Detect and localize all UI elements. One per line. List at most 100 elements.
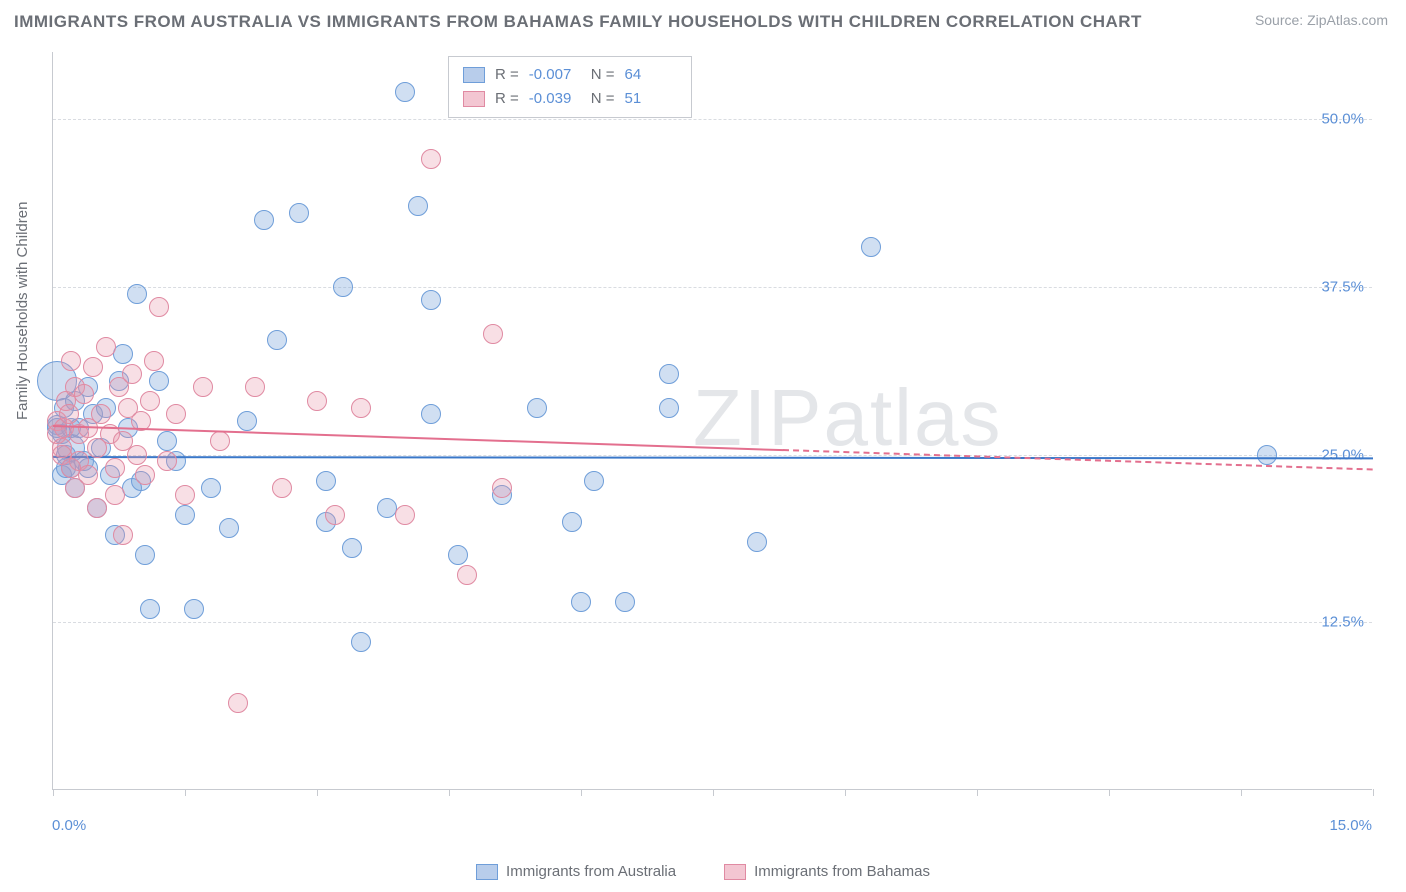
scatter-point-australia xyxy=(127,284,147,304)
x-tick-label: 15.0% xyxy=(1329,817,1372,834)
trend-line-bahamas-extension xyxy=(783,449,1373,470)
scatter-point-bahamas xyxy=(245,377,265,397)
scatter-point-bahamas xyxy=(395,505,415,525)
chart-title: IMMIGRANTS FROM AUSTRALIA VS IMMIGRANTS … xyxy=(14,12,1142,32)
scatter-point-australia xyxy=(149,371,169,391)
scatter-point-australia xyxy=(201,478,221,498)
legend-row-australia: R =-0.007N =64 xyxy=(463,63,677,87)
source-attribution: Source: ZipAtlas.com xyxy=(1255,12,1388,28)
scatter-point-bahamas xyxy=(421,149,441,169)
legend-r-value: -0.007 xyxy=(529,63,581,87)
x-tick xyxy=(449,789,450,796)
scatter-point-bahamas xyxy=(96,337,116,357)
scatter-point-australia xyxy=(184,599,204,619)
scatter-point-australia xyxy=(448,545,468,565)
scatter-point-bahamas xyxy=(87,498,107,518)
scatter-point-australia xyxy=(289,203,309,223)
scatter-point-bahamas xyxy=(325,505,345,525)
legend-n-value: 51 xyxy=(625,87,677,111)
scatter-point-bahamas xyxy=(127,445,147,465)
legend-item-bahamas: Immigrants from Bahamas xyxy=(724,863,930,880)
x-tick xyxy=(845,789,846,796)
x-tick xyxy=(581,789,582,796)
scatter-point-australia xyxy=(615,592,635,612)
scatter-point-bahamas xyxy=(135,465,155,485)
scatter-point-australia xyxy=(113,344,133,364)
legend-n-label: N = xyxy=(591,87,615,111)
x-tick xyxy=(1373,789,1374,796)
scatter-point-australia xyxy=(254,210,274,230)
scatter-point-bahamas xyxy=(59,404,79,424)
scatter-point-australia xyxy=(157,431,177,451)
scatter-point-bahamas xyxy=(61,351,81,371)
scatter-point-bahamas xyxy=(166,404,186,424)
legend-series-label: Immigrants from Bahamas xyxy=(754,863,930,880)
scatter-point-bahamas xyxy=(210,431,230,451)
legend-r-value: -0.039 xyxy=(529,87,581,111)
scatter-point-bahamas xyxy=(228,693,248,713)
y-tick-label: 12.5% xyxy=(1321,614,1364,631)
legend-swatch-icon xyxy=(476,864,498,880)
scatter-point-bahamas xyxy=(78,465,98,485)
scatter-point-australia xyxy=(1257,445,1277,465)
x-tick xyxy=(713,789,714,796)
y-tick-label: 25.0% xyxy=(1321,446,1364,463)
scatter-point-australia xyxy=(219,518,239,538)
scatter-point-australia xyxy=(527,398,547,418)
scatter-point-bahamas xyxy=(307,391,327,411)
x-tick xyxy=(1241,789,1242,796)
scatter-point-bahamas xyxy=(193,377,213,397)
legend-swatch-icon xyxy=(724,864,746,880)
scatter-point-australia xyxy=(140,599,160,619)
scatter-point-bahamas xyxy=(351,398,371,418)
scatter-point-bahamas xyxy=(74,384,94,404)
scatter-point-australia xyxy=(584,471,604,491)
scatter-point-bahamas xyxy=(105,485,125,505)
scatter-point-bahamas xyxy=(149,297,169,317)
x-tick xyxy=(977,789,978,796)
scatter-point-australia xyxy=(316,471,336,491)
scatter-point-bahamas xyxy=(140,391,160,411)
scatter-point-bahamas xyxy=(105,458,125,478)
scatter-point-australia xyxy=(237,411,257,431)
scatter-point-australia xyxy=(562,512,582,532)
series-legend: Immigrants from Australia Immigrants from… xyxy=(0,863,1406,880)
legend-r-label: R = xyxy=(495,87,519,111)
scatter-point-bahamas xyxy=(144,351,164,371)
y-tick-label: 37.5% xyxy=(1321,278,1364,295)
chart-plot-area: ZIPatlas 12.5%25.0%37.5%50.0% xyxy=(52,52,1372,790)
scatter-point-bahamas xyxy=(175,485,195,505)
scatter-point-australia xyxy=(421,290,441,310)
legend-swatch-icon xyxy=(463,91,485,107)
scatter-point-australia xyxy=(395,82,415,102)
scatter-point-australia xyxy=(861,237,881,257)
trend-line-australia xyxy=(53,456,1373,459)
scatter-point-bahamas xyxy=(91,404,111,424)
legend-n-value: 64 xyxy=(625,63,677,87)
scatter-point-australia xyxy=(659,364,679,384)
scatter-point-australia xyxy=(351,632,371,652)
scatter-point-australia xyxy=(135,545,155,565)
x-tick xyxy=(1109,789,1110,796)
legend-n-label: N = xyxy=(591,63,615,87)
correlation-legend: R = -0.007 N = 64R = -0.039 N = 51 xyxy=(448,56,692,118)
y-tick-label: 50.0% xyxy=(1321,111,1364,128)
scatter-point-bahamas xyxy=(113,525,133,545)
gridline xyxy=(53,622,1372,623)
x-tick xyxy=(53,789,54,796)
legend-swatch-icon xyxy=(463,67,485,83)
legend-row-bahamas: R = -0.039 N = 51 xyxy=(463,87,677,111)
x-tick xyxy=(317,789,318,796)
x-tick xyxy=(185,789,186,796)
scatter-point-bahamas xyxy=(492,478,512,498)
scatter-point-australia xyxy=(333,277,353,297)
scatter-point-bahamas xyxy=(122,364,142,384)
scatter-point-bahamas xyxy=(83,357,103,377)
scatter-point-australia xyxy=(659,398,679,418)
scatter-point-australia xyxy=(175,505,195,525)
legend-series-label: Immigrants from Australia xyxy=(506,863,676,880)
scatter-point-bahamas xyxy=(272,478,292,498)
scatter-point-australia xyxy=(421,404,441,424)
scatter-point-australia xyxy=(267,330,287,350)
scatter-point-australia xyxy=(747,532,767,552)
